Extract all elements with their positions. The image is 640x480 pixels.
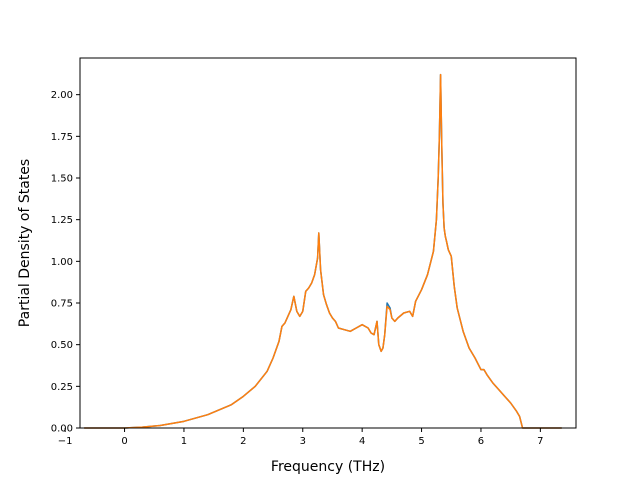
y-tick-label: 1.25 xyxy=(51,215,73,226)
x-tick-label: 3 xyxy=(300,436,306,447)
series-layer xyxy=(84,73,562,429)
x-tick-label: 6 xyxy=(478,436,484,447)
y-tick-label: 0.75 xyxy=(51,299,73,310)
plot-area xyxy=(80,58,576,428)
series-line-2 xyxy=(84,73,562,429)
x-tick-label: 4 xyxy=(359,436,365,447)
y-tick-label: 1.50 xyxy=(51,174,73,185)
x-tick-label: 7 xyxy=(537,436,543,447)
x-tick-label: 5 xyxy=(418,436,424,447)
y-tick-label: 0.50 xyxy=(51,340,73,351)
y-tick-label: 0.00 xyxy=(51,424,73,435)
y-tick-label: 2.00 xyxy=(51,90,73,101)
y-axis-ticks: 0.00 0.25 0.50 0.75 1.00 1.25 1.50 1.75 2.00 xyxy=(51,90,80,435)
x-tick-label: 2 xyxy=(240,436,246,447)
y-tick-label: 0.25 xyxy=(51,382,73,393)
x-tick-label: 0 xyxy=(121,436,127,447)
x-tick-label: −1 xyxy=(58,436,73,447)
y-tick-label: 1.00 xyxy=(51,257,73,268)
plot-frame xyxy=(79,57,577,429)
y-tick-label: 1.75 xyxy=(51,132,73,143)
y-axis-label: Partial Density of States xyxy=(17,159,33,327)
x-axis-label: Frequency (THz) xyxy=(271,459,385,475)
x-tick-label: 1 xyxy=(181,436,187,447)
x-axis-ticks: −1 0 1 2 3 4 5 6 7 xyxy=(58,428,544,447)
